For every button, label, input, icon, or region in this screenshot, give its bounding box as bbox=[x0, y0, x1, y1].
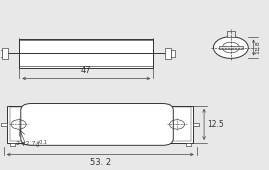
Text: 0: 0 bbox=[36, 143, 39, 148]
Bar bbox=[226, 31, 235, 37]
Bar bbox=[19, 39, 153, 68]
Bar bbox=[193, 123, 199, 126]
Bar bbox=[165, 48, 171, 59]
Bar bbox=[0, 50, 2, 57]
Text: 53. 2: 53. 2 bbox=[90, 158, 111, 167]
Bar bbox=[219, 46, 243, 49]
Text: 11.8: 11.8 bbox=[256, 41, 261, 54]
Bar bbox=[171, 50, 175, 57]
Ellipse shape bbox=[213, 37, 248, 58]
Bar bbox=[9, 107, 191, 141]
Text: +0.1: +0.1 bbox=[36, 140, 47, 145]
Bar bbox=[10, 143, 15, 147]
Bar bbox=[186, 143, 191, 147]
Ellipse shape bbox=[222, 42, 239, 53]
Text: 47: 47 bbox=[81, 66, 92, 75]
Bar bbox=[7, 106, 193, 143]
Bar bbox=[2, 123, 7, 126]
Text: 2-φ2.7: 2-φ2.7 bbox=[15, 141, 36, 146]
Text: 12.5: 12.5 bbox=[207, 120, 224, 129]
Bar bbox=[2, 48, 8, 59]
FancyBboxPatch shape bbox=[21, 104, 173, 145]
